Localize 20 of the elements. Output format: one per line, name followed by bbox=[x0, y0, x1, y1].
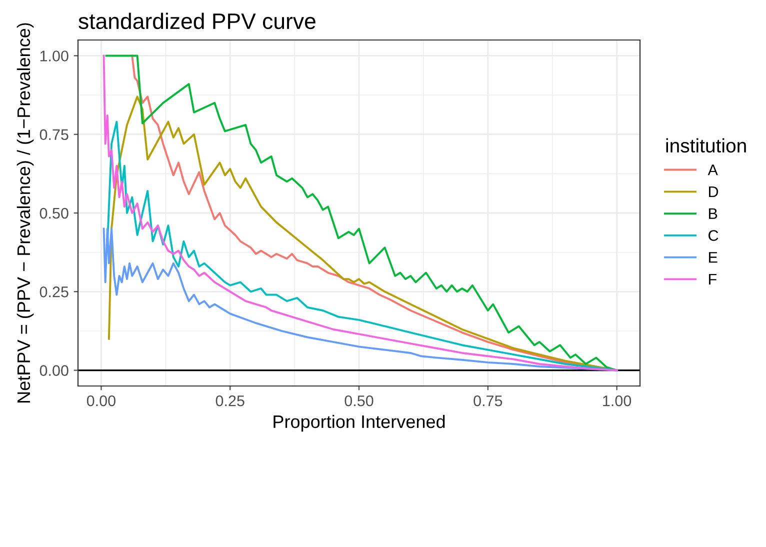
legend-label: A bbox=[708, 164, 718, 176]
chart-title: standardized PPV curve bbox=[78, 12, 316, 30]
legend-label: E bbox=[709, 252, 718, 263]
legend-label: F bbox=[709, 274, 716, 285]
x-tick-label: 0.75 bbox=[474, 395, 502, 406]
y-tick-label: 1.00 bbox=[40, 50, 68, 62]
y-tick-label: 0.75 bbox=[40, 129, 68, 140]
legend-label: B bbox=[709, 208, 718, 219]
y-tick-label: 0.00 bbox=[40, 365, 68, 376]
legend-label: D bbox=[709, 186, 718, 198]
x-tick-label: 0.50 bbox=[344, 395, 374, 406]
y-tick-label: 0.50 bbox=[40, 208, 68, 219]
x-tick-label: 0.25 bbox=[216, 395, 244, 406]
x-tick-label: 1.00 bbox=[603, 395, 632, 406]
y-axis-title: NetPPV = (PPV − Prevalence) / (1−Prevalence) bbox=[16, 23, 34, 402]
x-axis-title: Proportion Intervened bbox=[274, 414, 445, 432]
legend-title: institution bbox=[666, 138, 746, 153]
x-tick-label: 0.00 bbox=[86, 395, 116, 406]
legend-label: C bbox=[708, 230, 718, 241]
y-tick-label: 0.25 bbox=[40, 286, 68, 298]
